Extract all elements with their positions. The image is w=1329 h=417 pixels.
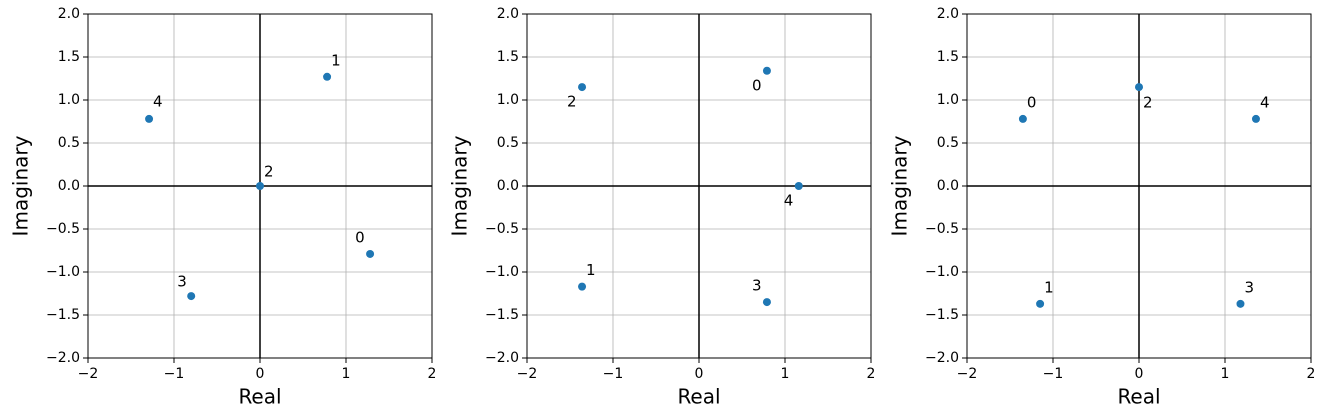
point-label: 2	[567, 93, 577, 111]
y-tick-label: −1.5	[485, 307, 519, 323]
y-tick-label: 0.0	[58, 178, 80, 194]
point	[578, 282, 587, 291]
y-tick-label: 2.0	[497, 6, 519, 22]
x-tick-label: −2	[957, 366, 978, 382]
x-axis-label: Real	[238, 385, 281, 409]
x-tick-label: 1	[781, 366, 790, 382]
y-tick-label: −2.0	[925, 350, 959, 366]
y-tick-label: −2.0	[485, 350, 519, 366]
y-tick-label: 1.5	[58, 49, 80, 65]
x-tick-label: 0	[1135, 366, 1144, 382]
x-tick-label: −2	[78, 366, 99, 382]
point	[145, 114, 154, 123]
x-tick-label: 0	[256, 366, 265, 382]
point	[1236, 299, 1245, 308]
x-tick-label: 2	[428, 366, 437, 382]
y-tick-label: −1.0	[46, 264, 80, 280]
point	[1135, 83, 1143, 92]
y-tick-label: 1.0	[937, 92, 959, 108]
plot-frame	[526, 13, 872, 359]
point-label: 1	[331, 51, 341, 69]
point-label: 4	[153, 92, 163, 110]
y-tick-label: 1.0	[58, 92, 80, 108]
point-label: 3	[1244, 278, 1254, 296]
point-label: 0	[752, 76, 762, 94]
x-tick-label: 1	[1221, 366, 1230, 382]
x-tick-label: 1	[342, 366, 351, 382]
point	[762, 298, 771, 307]
y-tick-label: 2.0	[937, 6, 959, 22]
y-axis-label: Imaginary	[888, 135, 912, 236]
x-tick-label: 2	[1307, 366, 1316, 382]
point	[1018, 114, 1027, 123]
x-axis-label: Real	[677, 385, 720, 409]
point	[187, 292, 196, 301]
point-label: 1	[586, 261, 596, 279]
point	[794, 182, 803, 190]
point	[762, 66, 771, 75]
x-tick-label: 2	[867, 366, 876, 382]
y-tick-label: 2.0	[58, 6, 80, 22]
y-tick-label: −0.5	[925, 221, 959, 237]
y-tick-label: 0.5	[497, 135, 519, 151]
x-tick-label: −1	[1043, 366, 1064, 382]
y-tick-label: 0.5	[937, 135, 959, 151]
y-tick-label: −1.0	[485, 264, 519, 280]
point-label: 3	[177, 273, 187, 291]
point-label: 2	[264, 163, 274, 181]
y-tick-label: −1.0	[925, 264, 959, 280]
y-tick-label: −1.5	[46, 307, 80, 323]
point-label: 4	[1260, 93, 1270, 111]
point-label: 2	[1143, 94, 1153, 112]
y-tick-label: 0.0	[937, 178, 959, 194]
x-tick-label: −1	[603, 366, 624, 382]
plot-frame	[966, 13, 1312, 359]
x-tick-label: −1	[164, 366, 185, 382]
x-tick-label: −2	[517, 366, 538, 382]
point	[323, 72, 332, 81]
y-tick-label: 1.5	[937, 49, 959, 65]
y-tick-label: 0.0	[497, 178, 519, 194]
y-tick-label: −1.5	[925, 307, 959, 323]
point	[1036, 299, 1045, 308]
plot-frame	[87, 13, 433, 359]
point	[366, 249, 375, 258]
y-tick-label: 1.0	[497, 92, 519, 108]
y-tick-label: −2.0	[46, 350, 80, 366]
x-axis-label: Real	[1117, 385, 1160, 409]
point-label: 4	[784, 192, 794, 210]
point	[256, 182, 264, 190]
point	[578, 83, 587, 92]
y-axis-label: Imaginary	[448, 135, 472, 236]
x-tick-label: 0	[695, 366, 704, 382]
point-label: 1	[1044, 278, 1054, 296]
y-tick-label: 1.5	[497, 49, 519, 65]
point	[1251, 114, 1260, 123]
point-label: 3	[752, 277, 762, 295]
y-tick-label: 0.5	[58, 135, 80, 151]
point-label: 0	[355, 228, 365, 246]
y-axis-label: Imaginary	[9, 135, 33, 236]
point-label: 0	[1027, 93, 1037, 111]
y-tick-label: −0.5	[46, 221, 80, 237]
y-tick-label: −0.5	[485, 221, 519, 237]
